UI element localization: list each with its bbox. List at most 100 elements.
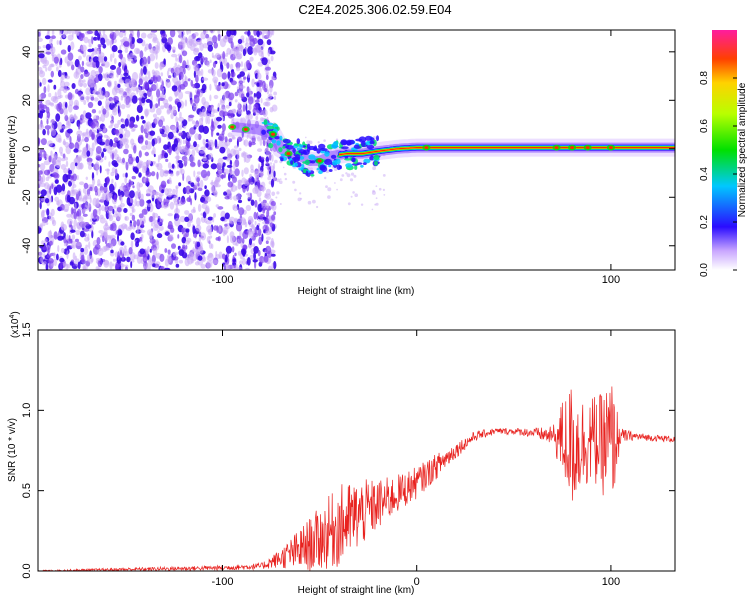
- noise-speckle: [256, 43, 262, 53]
- noise-speckle: [200, 169, 208, 179]
- noise-speckle: [139, 248, 145, 255]
- noise-speckle: [88, 255, 94, 264]
- noise-speckle: [56, 200, 60, 206]
- noise-speckle: [175, 203, 178, 213]
- noise-speckle: [114, 181, 117, 189]
- noise-speckle: [136, 226, 139, 235]
- noise-speckle: [76, 130, 83, 137]
- noise-speckle: [50, 119, 56, 124]
- noise-speckle: [152, 104, 157, 110]
- noise-speckle: [92, 177, 96, 186]
- noise-speckle: [181, 236, 187, 244]
- faint-speckle: [341, 174, 345, 177]
- noise-speckle: [265, 236, 271, 241]
- noise-speckle: [230, 80, 237, 86]
- noise-speckle: [163, 152, 169, 159]
- noise-speckle: [198, 236, 202, 242]
- noise-speckle: [151, 254, 156, 264]
- noise-speckle: [96, 167, 99, 176]
- noise-speckle: [114, 149, 118, 155]
- noise-speckle: [205, 116, 208, 125]
- noise-speckle: [221, 82, 225, 87]
- noise-speckle: [159, 128, 163, 132]
- noise-speckle: [47, 66, 52, 72]
- faint-speckle: [339, 178, 343, 182]
- noise-speckle: [161, 36, 168, 44]
- noise-speckle: [182, 60, 187, 69]
- ridge-blob: [310, 160, 316, 164]
- noise-speckle: [74, 30, 78, 35]
- noise-speckle: [79, 162, 83, 170]
- noise-speckle: [253, 246, 259, 254]
- noise-speckle: [179, 111, 182, 119]
- noise-speckle: [111, 178, 114, 184]
- ridge-blob: [298, 149, 306, 154]
- faint-speckle: [265, 161, 269, 165]
- noise-speckle: [75, 238, 79, 243]
- top-axis-ticks: -100 100 -40 -20 0 20 40: [21, 30, 675, 286]
- noise-speckle: [116, 66, 122, 76]
- noise-speckle: [173, 252, 177, 257]
- noise-speckle: [146, 199, 152, 204]
- colorbar-gradient: [712, 30, 737, 270]
- noise-speckle: [68, 180, 72, 187]
- noise-speckle: [193, 123, 200, 128]
- noise-speckle: [123, 126, 128, 132]
- ridge-blob: [340, 146, 349, 150]
- noise-speckle: [240, 93, 245, 100]
- ridge-blob: [319, 164, 326, 171]
- noise-speckle: [235, 242, 239, 247]
- noise-speckle: [242, 104, 246, 112]
- noise-speckle: [42, 77, 47, 86]
- noise-speckle: [123, 245, 127, 249]
- noise-speckle: [252, 259, 258, 263]
- ridge-blob: [271, 139, 277, 144]
- bottom-x-tick-label: -100: [211, 576, 233, 588]
- noise-speckle: [238, 147, 242, 152]
- faint-speckle: [323, 139, 326, 142]
- noise-speckle: [43, 59, 50, 66]
- colorbar-tick-label: 0.6: [699, 119, 710, 133]
- noise-speckle: [262, 139, 266, 147]
- noise-speckle: [108, 161, 111, 168]
- noise-speckle: [222, 51, 226, 60]
- noise-speckle: [173, 138, 179, 147]
- noise-speckle: [189, 155, 195, 164]
- noise-speckle: [183, 80, 188, 88]
- noise-speckle: [195, 74, 199, 83]
- noise-speckle: [181, 228, 184, 235]
- noise-speckle: [79, 220, 86, 229]
- noise-speckle: [193, 70, 196, 78]
- noise-speckle: [222, 229, 226, 237]
- noise-speckle: [199, 179, 204, 189]
- noise-speckle: [53, 258, 57, 267]
- noise-speckle: [82, 213, 88, 217]
- noise-speckle: [245, 103, 248, 112]
- noise-speckle: [190, 79, 194, 87]
- noise-speckle: [72, 208, 77, 214]
- noise-speckle: [246, 134, 249, 139]
- noise-speckle: [162, 150, 165, 154]
- top-y-tick-label: 0: [21, 146, 33, 152]
- noise-speckle: [102, 30, 106, 36]
- noise-speckle: [194, 192, 197, 201]
- noise-speckle: [270, 55, 274, 62]
- noise-speckle: [112, 263, 115, 267]
- faint-speckle: [276, 191, 280, 195]
- noise-speckle: [67, 34, 74, 41]
- noise-speckle: [234, 252, 237, 257]
- noise-speckle: [178, 91, 184, 100]
- noise-speckle: [201, 83, 207, 92]
- noise-speckle: [185, 228, 190, 233]
- noise-speckle: [126, 100, 129, 105]
- faint-speckle: [382, 188, 385, 191]
- noise-speckle: [160, 72, 164, 77]
- noise-speckle: [170, 67, 175, 74]
- ridge-blob: [338, 165, 342, 170]
- noise-speckle: [254, 184, 258, 192]
- noise-speckle: [244, 154, 251, 163]
- noise-speckle: [225, 245, 232, 254]
- noise-speckle: [117, 119, 121, 125]
- noise-speckle: [139, 236, 142, 242]
- noise-speckle: [201, 77, 209, 81]
